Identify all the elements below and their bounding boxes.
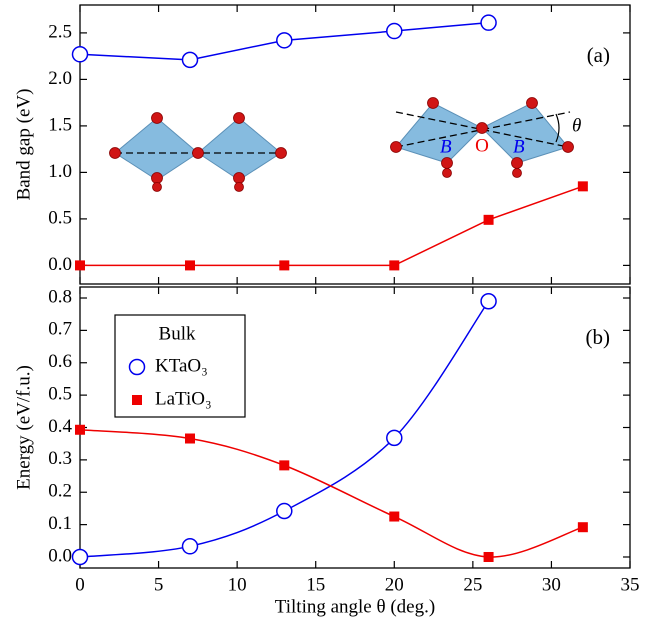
octahedron (396, 103, 482, 163)
x-tick-label: 15 (306, 574, 325, 595)
x-axis-label: Tilting angle θ (deg.) (275, 596, 435, 617)
marker (75, 260, 85, 270)
panel-label: (b) (586, 325, 611, 349)
marker (484, 552, 494, 562)
inset-label: B (513, 136, 525, 157)
atom (563, 142, 574, 153)
x-tick-label: 20 (385, 574, 404, 595)
x-tick-label: 35 (621, 574, 640, 595)
marker (277, 33, 292, 48)
x-tick-label: 30 (542, 574, 561, 595)
y-tick-label: 0.4 (48, 416, 72, 437)
series-line (80, 186, 583, 265)
y-tick-label: 0.6 (48, 351, 72, 372)
marker (578, 181, 588, 191)
y-tick-label: 1.5 (48, 114, 72, 135)
marker (387, 24, 402, 39)
atom (512, 158, 523, 169)
marker (481, 294, 496, 309)
octahedron (482, 103, 568, 163)
y-axis-label: Energy (eV/f.u.) (13, 365, 34, 490)
atom (442, 158, 453, 169)
y-tick-label: 2.5 (48, 21, 72, 42)
y-tick-label: 0.8 (48, 286, 72, 307)
y-tick-label: 1.0 (48, 161, 72, 182)
marker (387, 430, 402, 445)
atom (477, 123, 488, 134)
y-tick-label: 0.2 (48, 481, 72, 502)
chart: B O B θ 0.0 0.5 1.0 1.5 2.0 2.5 Band gap (eV) (… (0, 0, 662, 617)
series-line (80, 430, 583, 557)
marker (279, 460, 289, 470)
atom (110, 148, 121, 159)
inset-label: B (440, 136, 452, 157)
atom (234, 173, 245, 184)
marker (279, 260, 289, 270)
legend-label: LaTiO₃ (155, 388, 212, 409)
y-tick-label: 0.0 (48, 254, 72, 275)
atom (513, 169, 522, 178)
atom (153, 183, 162, 192)
atom (235, 183, 244, 192)
octahedron (115, 118, 198, 180)
inset-label: θ (572, 115, 581, 136)
atom (234, 113, 245, 124)
legend-marker (132, 395, 142, 405)
y-tick-label: 0.0 (48, 545, 72, 566)
marker (73, 549, 88, 564)
atom (391, 142, 402, 153)
atom (443, 169, 452, 178)
marker (75, 425, 85, 435)
legend-marker (130, 360, 145, 375)
atom (193, 148, 204, 159)
inset-structures: B O B θ (110, 98, 582, 192)
marker (389, 260, 399, 270)
y-tick-label: 0.3 (48, 448, 72, 469)
marker (183, 52, 198, 67)
x-tick-label: 0 (75, 574, 85, 595)
legend-label: KTaO₃ (155, 355, 208, 376)
legend-title: Bulk (159, 323, 196, 344)
inset-label: O (475, 135, 489, 156)
y-tick-label: 0.5 (48, 383, 72, 404)
panel-label: (a) (587, 43, 610, 67)
octahedron (198, 118, 281, 180)
atom (152, 173, 163, 184)
y-tick-label: 0.1 (48, 513, 72, 534)
x-tick-label: 5 (154, 574, 164, 595)
atom (428, 98, 439, 109)
marker (481, 15, 496, 30)
atom (276, 148, 287, 159)
atom (527, 98, 538, 109)
y-axis-label: Band gap (eV) (13, 89, 34, 201)
marker (578, 522, 588, 532)
x-tick-label: 25 (463, 574, 482, 595)
marker (183, 539, 198, 554)
marker (185, 260, 195, 270)
y-tick-label: 2.0 (48, 68, 72, 89)
y-tick-label: 0.5 (48, 207, 72, 228)
marker (484, 215, 494, 225)
y-tick-label: 0.7 (48, 319, 72, 340)
x-tick-label: 10 (228, 574, 247, 595)
marker (73, 47, 88, 62)
atom (152, 113, 163, 124)
marker (389, 512, 399, 522)
page: B O B θ 0.0 0.5 1.0 1.5 2.0 2.5 Band gap (eV) (… (0, 0, 662, 617)
marker (277, 504, 292, 519)
marker (185, 434, 195, 444)
